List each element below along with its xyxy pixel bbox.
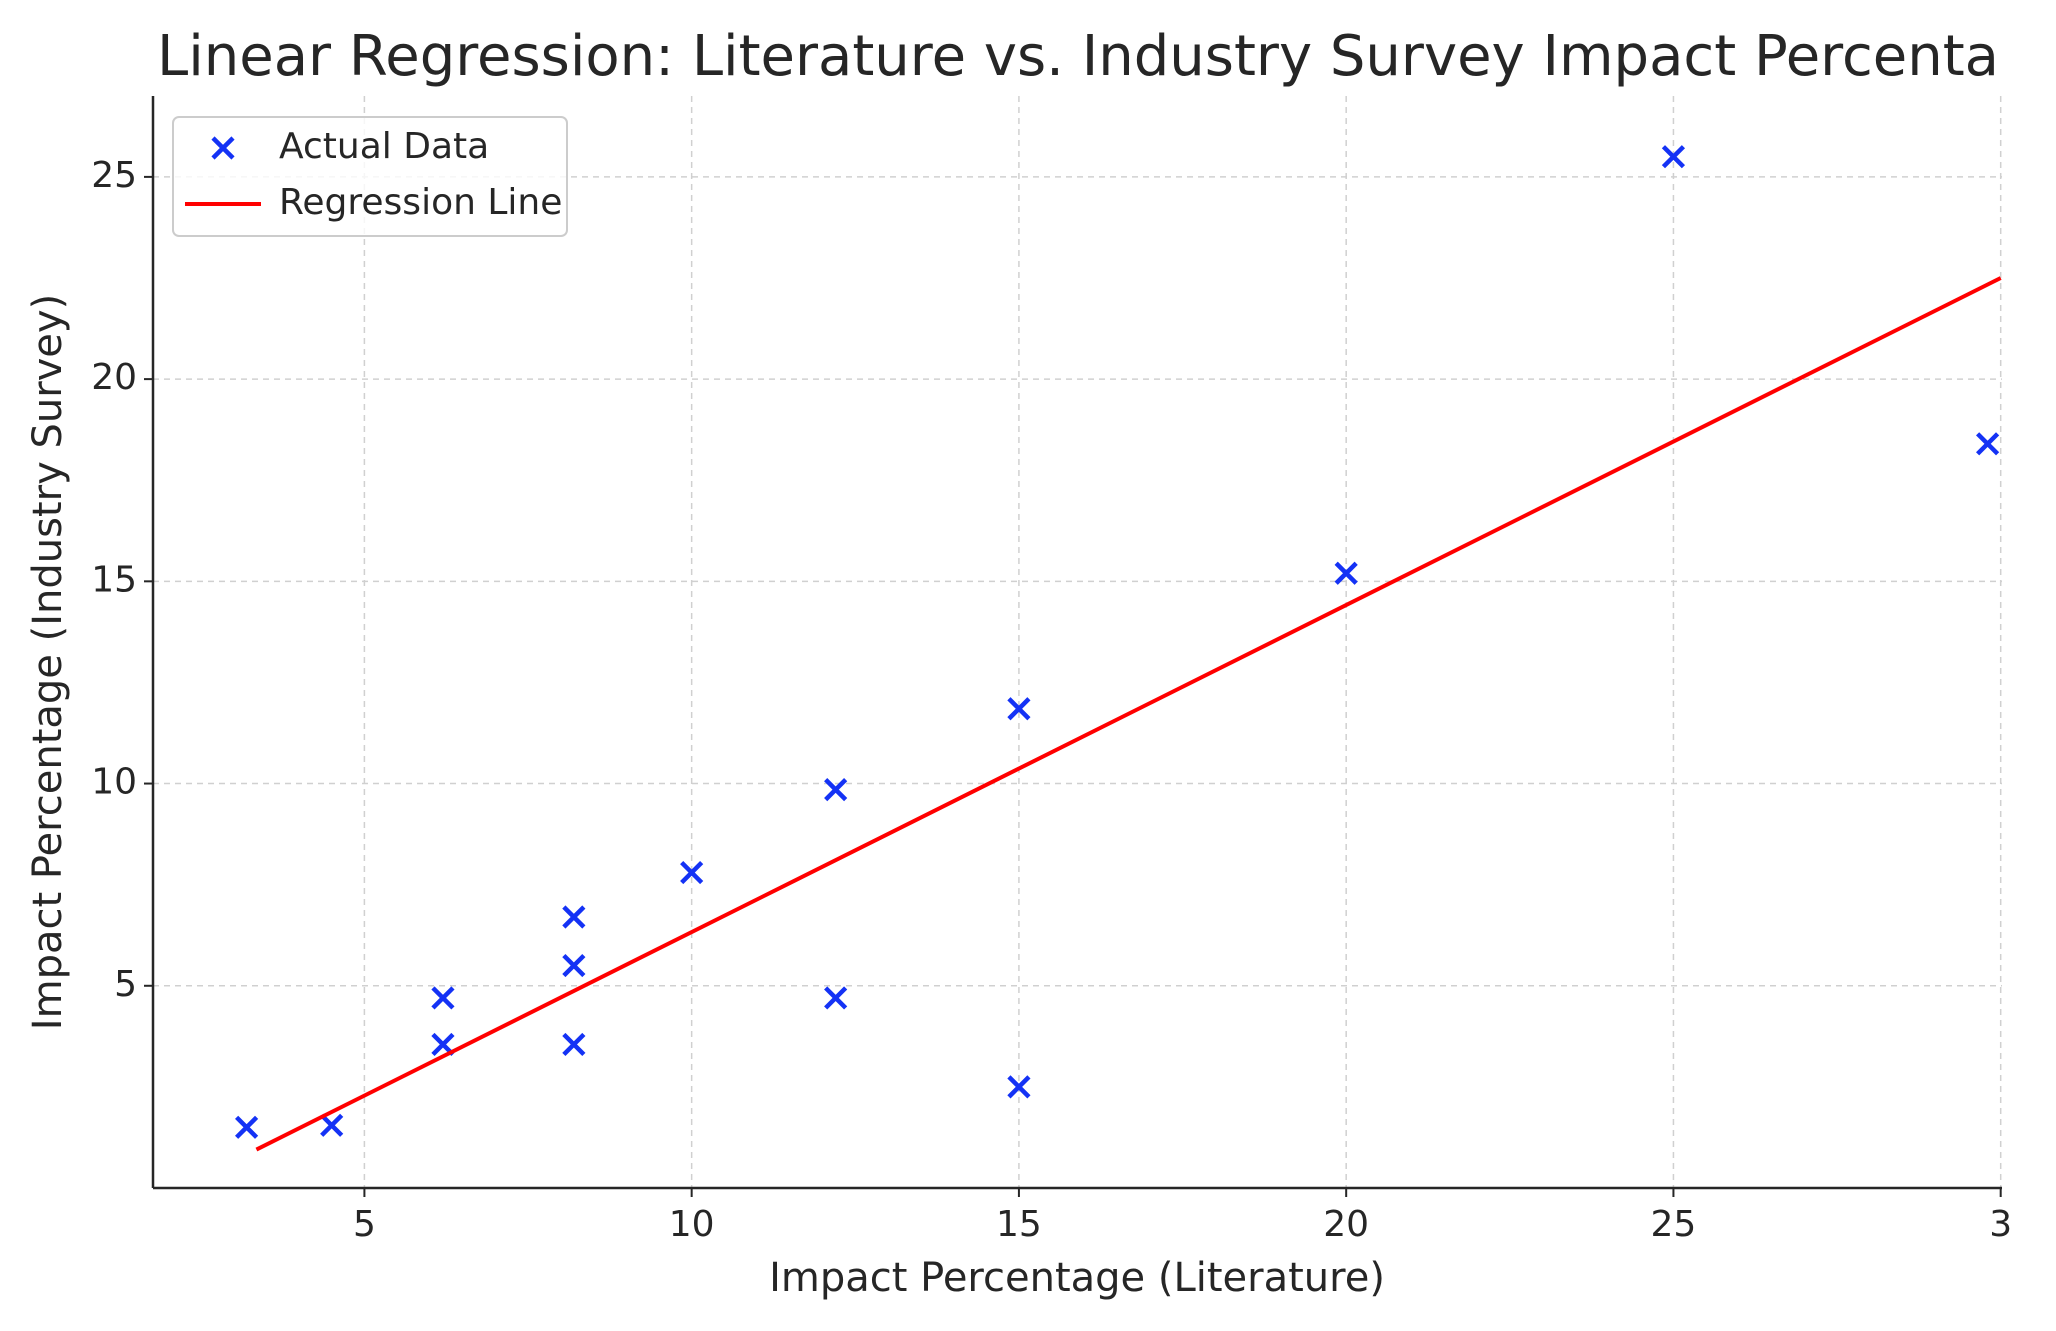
data-point bbox=[1007, 697, 1031, 721]
y-tick-label: 25 bbox=[91, 155, 137, 196]
x-tick-label: 3 bbox=[1989, 1204, 2012, 1245]
x-tick-label: 15 bbox=[996, 1204, 1042, 1245]
data-point bbox=[431, 986, 455, 1010]
plot-area bbox=[235, 145, 2002, 1152]
x-tick-label: 10 bbox=[669, 1204, 715, 1245]
legend-label: Actual Data bbox=[279, 126, 489, 167]
y-tick-label: 5 bbox=[114, 964, 137, 1005]
grid: 5 10 15 20 25 3 5 10 15 20 25 bbox=[91, 96, 2012, 1245]
x-tick-label: 25 bbox=[1651, 1204, 1697, 1245]
data-point bbox=[562, 953, 586, 978]
regression-line bbox=[255, 276, 2002, 1152]
data-point bbox=[562, 1032, 586, 1057]
data-point bbox=[824, 778, 848, 802]
data-point bbox=[320, 1113, 344, 1137]
y-tick-label: 15 bbox=[91, 559, 137, 600]
data-point bbox=[680, 860, 704, 885]
data-point bbox=[1334, 561, 1358, 585]
y-tick-label: 20 bbox=[91, 357, 137, 398]
y-tick-label: 10 bbox=[91, 762, 137, 803]
data-point bbox=[562, 905, 586, 929]
chart-title: Linear Regression: Literature vs. Indust… bbox=[157, 24, 2035, 89]
x-tick-label: 20 bbox=[1323, 1204, 1369, 1245]
x-tick-label: 5 bbox=[353, 1204, 376, 1245]
data-point bbox=[1007, 1075, 1031, 1099]
y-axis-label: Impact Percentage (Industry Survey) bbox=[25, 294, 71, 1030]
legend-marker bbox=[211, 136, 235, 160]
legend: Actual Data Regression Line bbox=[172, 116, 568, 237]
x-axis-label: Impact Percentage (Literature) bbox=[769, 1255, 1385, 1301]
legend-label: Regression Line bbox=[279, 182, 562, 223]
data-point bbox=[1661, 145, 1686, 169]
legend-box bbox=[172, 116, 568, 237]
data-point bbox=[235, 1115, 259, 1139]
data-point bbox=[1976, 432, 2000, 456]
data-point bbox=[824, 986, 848, 1010]
